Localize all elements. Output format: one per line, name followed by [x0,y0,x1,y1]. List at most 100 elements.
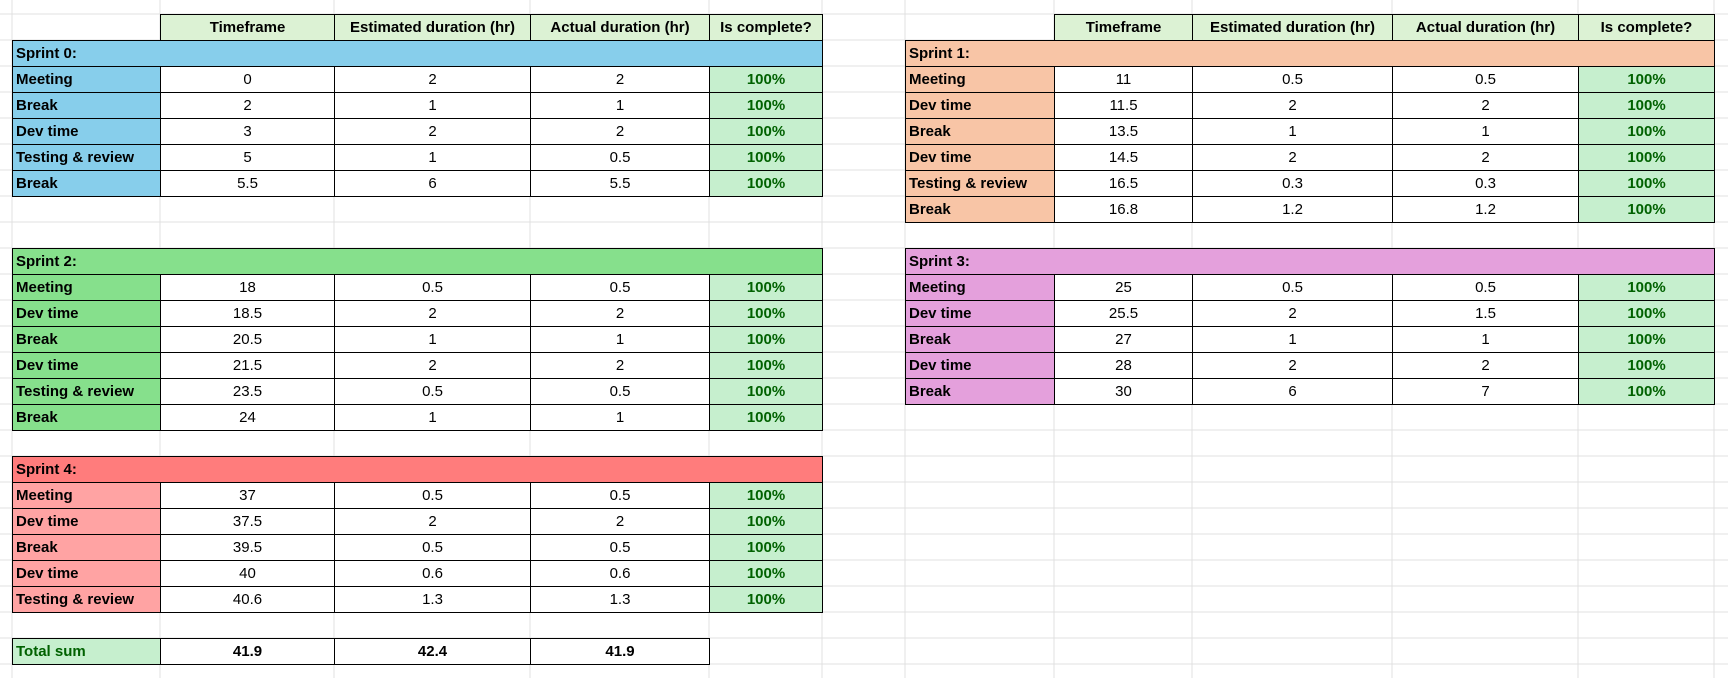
task-label[interactable]: Testing & review [12,586,161,613]
estimated-duration-cell[interactable]: 1 [334,326,531,353]
task-label[interactable]: Dev time [12,560,161,587]
task-label[interactable]: Break [12,92,161,119]
timeframe-cell[interactable]: 5 [160,144,335,171]
timeframe-cell[interactable]: 14.5 [1054,144,1193,171]
estimated-duration-cell[interactable]: 0.3 [1192,170,1393,197]
task-label[interactable]: Meeting [12,66,161,93]
is-complete-cell[interactable]: 100% [709,144,823,171]
timeframe-cell[interactable]: 21.5 [160,352,335,379]
timeframe-cell[interactable]: 23.5 [160,378,335,405]
timeframe-cell[interactable]: 2 [160,92,335,119]
estimated-duration-cell[interactable]: 2 [334,352,531,379]
actual-duration-cell[interactable]: 0.3 [1392,170,1579,197]
estimated-duration-cell[interactable]: 2 [1192,300,1393,327]
is-complete-cell[interactable]: 100% [709,404,823,431]
timeframe-cell[interactable]: 24 [160,404,335,431]
actual-duration-cell[interactable]: 1 [530,92,710,119]
is-complete-cell[interactable]: 100% [1578,92,1715,119]
actual-duration-cell[interactable]: 2 [530,118,710,145]
task-label[interactable]: Dev time [12,300,161,327]
actual-duration-cell[interactable]: 0.5 [530,144,710,171]
actual-duration-cell[interactable]: 0.5 [530,482,710,509]
actual-duration-cell[interactable]: 2 [530,300,710,327]
is-complete-cell[interactable]: 100% [1578,196,1715,223]
actual-duration-cell[interactable]: 7 [1392,378,1579,405]
is-complete-cell[interactable]: 100% [709,300,823,327]
is-complete-cell[interactable]: 100% [709,534,823,561]
estimated-duration-cell[interactable]: 0.5 [1192,66,1393,93]
column-header-complete[interactable]: Is complete? [709,14,823,41]
actual-duration-cell[interactable]: 0.5 [530,534,710,561]
actual-duration-cell[interactable]: 2 [530,508,710,535]
is-complete-cell[interactable]: 100% [1578,326,1715,353]
is-complete-cell[interactable]: 100% [1578,300,1715,327]
actual-duration-cell[interactable]: 2 [1392,144,1579,171]
actual-duration-cell[interactable]: 1 [530,404,710,431]
estimated-duration-cell[interactable]: 1 [1192,118,1393,145]
timeframe-cell[interactable]: 37 [160,482,335,509]
estimated-duration-cell[interactable]: 2 [1192,144,1393,171]
estimated-duration-cell[interactable]: 1.2 [1192,196,1393,223]
estimated-duration-cell[interactable]: 2 [334,508,531,535]
timeframe-cell[interactable]: 28 [1054,352,1193,379]
task-label[interactable]: Break [905,118,1055,145]
task-label[interactable]: Testing & review [12,144,161,171]
is-complete-cell[interactable]: 100% [1578,118,1715,145]
actual-duration-cell[interactable]: 0.5 [1392,274,1579,301]
actual-duration-cell[interactable]: 1 [530,326,710,353]
timeframe-cell[interactable]: 27 [1054,326,1193,353]
actual-duration-cell[interactable]: 1.5 [1392,300,1579,327]
estimated-duration-cell[interactable]: 0.6 [334,560,531,587]
timeframe-cell[interactable]: 30 [1054,378,1193,405]
column-header-actual[interactable]: Actual duration (hr) [1392,14,1579,41]
estimated-duration-cell[interactable]: 0.5 [1192,274,1393,301]
actual-duration-cell[interactable]: 0.5 [530,274,710,301]
timeframe-cell[interactable]: 18.5 [160,300,335,327]
is-complete-cell[interactable]: 100% [709,118,823,145]
total-sum-label[interactable]: Total sum [12,638,161,665]
estimated-duration-cell[interactable]: 1 [334,404,531,431]
estimated-duration-cell[interactable]: 2 [1192,352,1393,379]
timeframe-cell[interactable]: 11.5 [1054,92,1193,119]
is-complete-cell[interactable]: 100% [709,352,823,379]
estimated-duration-cell[interactable]: 6 [334,170,531,197]
actual-duration-cell[interactable]: 0.6 [530,560,710,587]
sprint-title[interactable]: Sprint 1: [905,40,1715,67]
actual-duration-cell[interactable]: 2 [1392,352,1579,379]
actual-duration-cell[interactable]: 1.3 [530,586,710,613]
is-complete-cell[interactable]: 100% [1578,274,1715,301]
estimated-duration-cell[interactable]: 6 [1192,378,1393,405]
estimated-duration-cell[interactable]: 0.5 [334,534,531,561]
actual-duration-cell[interactable]: 0.5 [530,378,710,405]
column-header-timeframe[interactable]: Timeframe [1054,14,1193,41]
task-label[interactable]: Break [12,170,161,197]
actual-duration-cell[interactable]: 5.5 [530,170,710,197]
task-label[interactable]: Meeting [12,274,161,301]
is-complete-cell[interactable]: 100% [1578,66,1715,93]
timeframe-cell[interactable]: 39.5 [160,534,335,561]
task-label[interactable]: Break [12,404,161,431]
timeframe-cell[interactable]: 5.5 [160,170,335,197]
is-complete-cell[interactable]: 100% [709,378,823,405]
estimated-duration-cell[interactable]: 0.5 [334,378,531,405]
sprint-title[interactable]: Sprint 3: [905,248,1715,275]
timeframe-cell[interactable]: 40 [160,560,335,587]
total-estimated-duration[interactable]: 42.4 [334,638,531,665]
estimated-duration-cell[interactable]: 1 [1192,326,1393,353]
column-header-complete[interactable]: Is complete? [1578,14,1715,41]
estimated-duration-cell[interactable]: 1.3 [334,586,531,613]
actual-duration-cell[interactable]: 1.2 [1392,196,1579,223]
is-complete-cell[interactable]: 100% [709,274,823,301]
task-label[interactable]: Dev time [12,508,161,535]
sprint-title[interactable]: Sprint 2: [12,248,823,275]
actual-duration-cell[interactable]: 2 [1392,92,1579,119]
is-complete-cell[interactable]: 100% [709,92,823,119]
task-label[interactable]: Break [905,378,1055,405]
task-label[interactable]: Meeting [905,274,1055,301]
is-complete-cell[interactable]: 100% [1578,170,1715,197]
column-header-estimated[interactable]: Estimated duration (hr) [334,14,531,41]
task-label[interactable]: Break [12,326,161,353]
is-complete-cell[interactable]: 100% [709,586,823,613]
task-label[interactable]: Testing & review [12,378,161,405]
column-header-timeframe[interactable]: Timeframe [160,14,335,41]
